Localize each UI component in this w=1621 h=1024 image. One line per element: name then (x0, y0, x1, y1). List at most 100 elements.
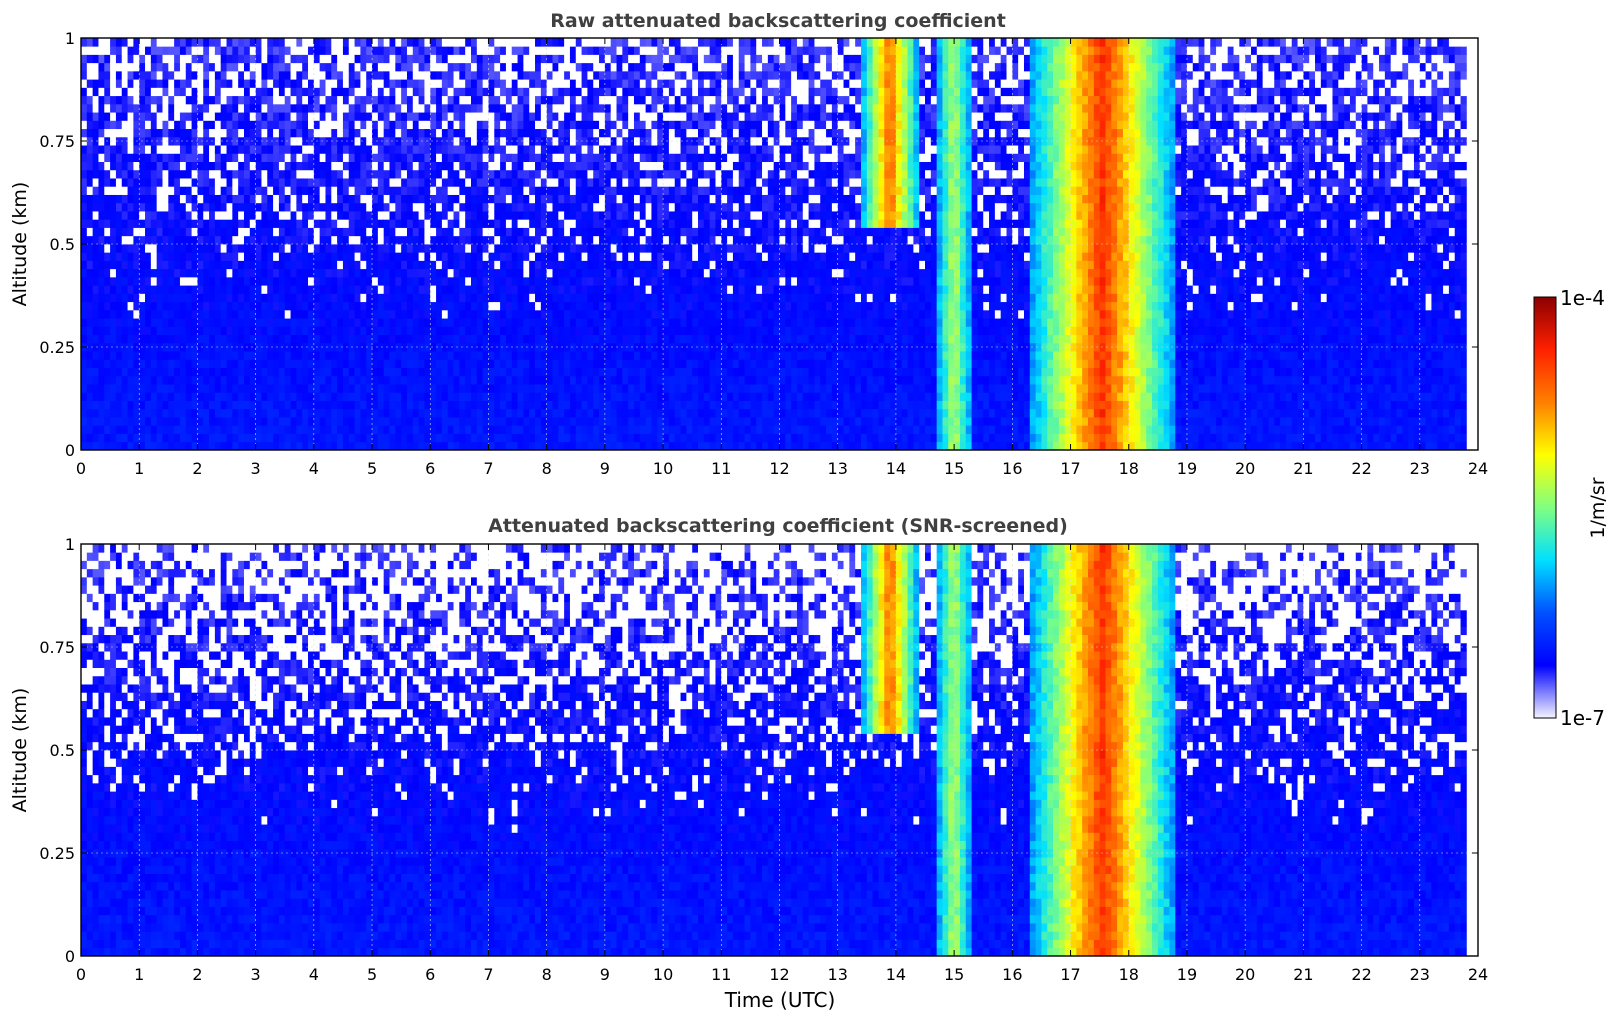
heatmap-cell (622, 128, 629, 138)
heatmap-cell (214, 95, 222, 105)
heatmap-cell (558, 252, 565, 261)
heatmap-cell (308, 301, 315, 311)
heatmap-cell (523, 417, 530, 426)
heatmap-cell (436, 375, 443, 385)
heatmap-cell (214, 235, 222, 245)
heatmap-cell (465, 62, 472, 72)
heatmap-cell (249, 433, 257, 443)
heatmap-cell (249, 235, 257, 245)
heatmap-cell (529, 276, 536, 286)
heatmap-cell (331, 79, 338, 88)
heatmap-cell (552, 178, 559, 187)
heatmap-cell (203, 235, 210, 245)
heatmap-cell (505, 161, 513, 171)
heatmap-cell (558, 70, 565, 80)
heatmap-cell (232, 95, 239, 105)
heatmap-cell (325, 417, 332, 426)
heatmap-cell (372, 392, 379, 401)
heatmap-cell (453, 202, 460, 212)
heatmap-cell (424, 392, 431, 401)
heatmap-cell (523, 375, 530, 385)
heatmap-cell (389, 54, 396, 64)
heatmap-cell (377, 103, 385, 113)
heatmap-cell (197, 202, 204, 212)
heatmap-cell (209, 244, 216, 253)
heatmap-cell (430, 260, 437, 270)
heatmap-cell (424, 441, 431, 451)
heatmap-cell (459, 38, 466, 47)
heatmap-cell (406, 178, 414, 187)
heatmap-cell (127, 417, 134, 426)
heatmap-cell (657, 367, 664, 377)
heatmap-cell (249, 70, 257, 80)
heatmap-cell (133, 62, 140, 72)
heatmap-cell (552, 326, 559, 336)
heatmap-cell (98, 153, 105, 162)
heatmap-cell (185, 95, 192, 105)
heatmap-cell (145, 79, 152, 88)
heatmap-cell (558, 301, 565, 311)
heatmap-cell (98, 252, 105, 261)
heatmap-cell (511, 334, 518, 344)
heatmap-cell (325, 408, 332, 418)
heatmap-cell (540, 169, 548, 179)
heatmap-cell (465, 375, 472, 385)
heatmap-cell (214, 276, 222, 286)
heatmap-cell (494, 145, 501, 154)
heatmap-cell (278, 334, 286, 344)
heatmap-cell (523, 309, 530, 319)
heatmap-cell (104, 70, 111, 80)
heatmap-cell (86, 417, 94, 426)
heatmap-cell (162, 342, 169, 352)
heatmap-cell (377, 260, 385, 270)
heatmap-cell (302, 235, 309, 245)
heatmap-cell (121, 351, 128, 360)
heatmap-cell (179, 194, 187, 204)
heatmap-cell (209, 54, 216, 64)
heatmap-cell (465, 285, 472, 294)
heatmap-cell (185, 79, 192, 88)
heatmap-cell (500, 95, 507, 105)
heatmap-cell (575, 227, 582, 237)
heatmap-cell (599, 351, 606, 360)
heatmap-cell (447, 375, 454, 385)
heatmap-cell (296, 62, 303, 72)
heatmap-cell (581, 70, 588, 80)
heatmap-cell (372, 425, 379, 434)
heatmap-cell (459, 186, 466, 195)
heatmap-cell (98, 359, 105, 368)
heatmap-cell (599, 400, 606, 410)
heatmap-cell (284, 79, 291, 88)
heatmap-cell (92, 433, 99, 443)
heatmap-cell (657, 309, 664, 319)
heatmap-cell (494, 194, 501, 204)
heatmap-cell (133, 351, 140, 360)
heatmap-cell (471, 211, 478, 220)
heatmap-cell (133, 268, 140, 278)
heatmap-cell (284, 194, 291, 204)
heatmap-cell (406, 375, 414, 385)
heatmap-cell (249, 178, 257, 187)
heatmap-cell (168, 62, 175, 72)
heatmap-cell (325, 153, 332, 162)
heatmap-cell (104, 211, 111, 220)
heatmap-cell (354, 79, 361, 88)
heatmap-cell (232, 441, 239, 451)
heatmap-cell (436, 417, 443, 426)
heatmap-cell (337, 326, 344, 336)
heatmap-cell (540, 46, 548, 55)
heatmap-cell (220, 367, 227, 377)
heatmap-cell (651, 367, 658, 377)
heatmap-cell (348, 103, 355, 113)
heatmap-cell (430, 318, 437, 327)
heatmap-cell (535, 384, 542, 393)
heatmap-cell (308, 211, 315, 220)
heatmap-cell (197, 359, 204, 368)
heatmap-cell (342, 392, 350, 401)
heatmap-cell (197, 367, 204, 377)
heatmap-cell (267, 145, 274, 154)
heatmap-cell (633, 169, 641, 179)
heatmap-cell (500, 384, 507, 393)
heatmap-cell (657, 186, 664, 195)
heatmap-cell (214, 219, 222, 228)
